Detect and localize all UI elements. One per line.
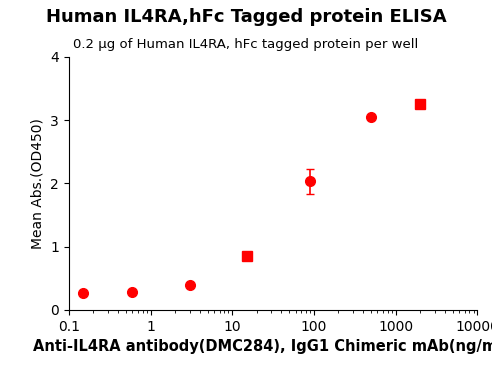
Text: 0.2 μg of Human IL4RA, hFc tagged protein per well: 0.2 μg of Human IL4RA, hFc tagged protei…	[73, 38, 419, 51]
Text: Human IL4RA,hFc Tagged protein ELISA: Human IL4RA,hFc Tagged protein ELISA	[46, 8, 446, 26]
Y-axis label: Mean Abs.(OD450): Mean Abs.(OD450)	[31, 118, 45, 249]
X-axis label: Anti-IL4RA antibody(DMC284), IgG1 Chimeric mAb(ng/mL): Anti-IL4RA antibody(DMC284), IgG1 Chimer…	[33, 339, 492, 354]
